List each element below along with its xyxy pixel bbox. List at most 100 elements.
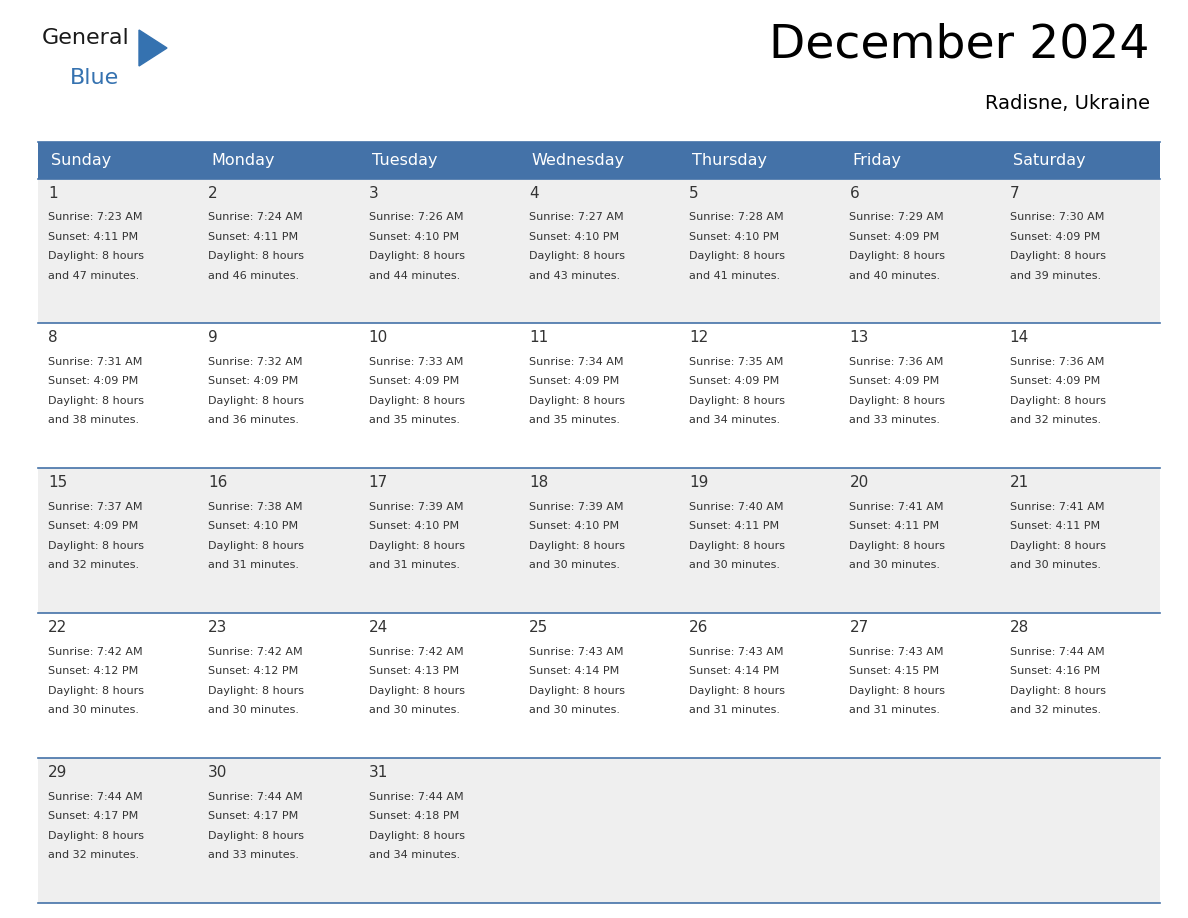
- Text: 11: 11: [529, 330, 548, 345]
- Text: Thursday: Thursday: [693, 152, 767, 168]
- Text: Daylight: 8 hours: Daylight: 8 hours: [529, 686, 625, 696]
- Text: Sunrise: 7:29 AM: Sunrise: 7:29 AM: [849, 212, 944, 222]
- Text: 27: 27: [849, 621, 868, 635]
- Text: and 31 minutes.: and 31 minutes.: [368, 560, 460, 570]
- Text: Sunrise: 7:37 AM: Sunrise: 7:37 AM: [48, 502, 143, 512]
- Text: Daylight: 8 hours: Daylight: 8 hours: [48, 831, 144, 841]
- Text: Sunrise: 7:23 AM: Sunrise: 7:23 AM: [48, 212, 143, 222]
- Text: Daylight: 8 hours: Daylight: 8 hours: [1010, 541, 1106, 551]
- Text: and 30 minutes.: and 30 minutes.: [529, 705, 620, 715]
- Bar: [680, 142, 840, 178]
- Text: Sunrise: 7:30 AM: Sunrise: 7:30 AM: [1010, 212, 1104, 222]
- Text: Daylight: 8 hours: Daylight: 8 hours: [368, 541, 465, 551]
- Text: Sunset: 4:14 PM: Sunset: 4:14 PM: [689, 666, 779, 677]
- Bar: [1000, 142, 1159, 178]
- Bar: [198, 142, 359, 178]
- Bar: [359, 142, 519, 178]
- Bar: [38, 178, 1159, 323]
- Text: and 31 minutes.: and 31 minutes.: [849, 705, 941, 715]
- Text: Daylight: 8 hours: Daylight: 8 hours: [689, 251, 785, 261]
- Text: 7: 7: [1010, 185, 1019, 200]
- Text: Daylight: 8 hours: Daylight: 8 hours: [368, 831, 465, 841]
- Bar: [38, 613, 1159, 758]
- Text: Sunset: 4:09 PM: Sunset: 4:09 PM: [849, 376, 940, 386]
- Text: 13: 13: [849, 330, 868, 345]
- Text: Blue: Blue: [70, 68, 119, 88]
- Text: 20: 20: [849, 476, 868, 490]
- Bar: [38, 468, 1159, 613]
- Text: Saturday: Saturday: [1012, 152, 1086, 168]
- Text: Daylight: 8 hours: Daylight: 8 hours: [529, 251, 625, 261]
- Text: and 30 minutes.: and 30 minutes.: [368, 705, 460, 715]
- Text: Sunrise: 7:42 AM: Sunrise: 7:42 AM: [368, 646, 463, 656]
- Text: Daylight: 8 hours: Daylight: 8 hours: [689, 396, 785, 406]
- Text: Sunrise: 7:28 AM: Sunrise: 7:28 AM: [689, 212, 784, 222]
- Text: and 35 minutes.: and 35 minutes.: [368, 416, 460, 425]
- Text: Sunrise: 7:36 AM: Sunrise: 7:36 AM: [849, 357, 943, 367]
- Bar: [38, 323, 1159, 468]
- Text: Sunset: 4:12 PM: Sunset: 4:12 PM: [208, 666, 298, 677]
- Text: Sunset: 4:09 PM: Sunset: 4:09 PM: [48, 521, 138, 532]
- Text: 22: 22: [48, 621, 68, 635]
- Text: Sunrise: 7:43 AM: Sunrise: 7:43 AM: [849, 646, 944, 656]
- Polygon shape: [139, 30, 168, 66]
- Text: 6: 6: [849, 185, 859, 200]
- Text: December 2024: December 2024: [770, 22, 1150, 67]
- Text: Sunrise: 7:43 AM: Sunrise: 7:43 AM: [689, 646, 784, 656]
- Text: and 34 minutes.: and 34 minutes.: [689, 416, 781, 425]
- Text: Sunrise: 7:44 AM: Sunrise: 7:44 AM: [48, 791, 143, 801]
- Text: and 33 minutes.: and 33 minutes.: [849, 416, 941, 425]
- Text: Daylight: 8 hours: Daylight: 8 hours: [368, 396, 465, 406]
- Text: Sunset: 4:09 PM: Sunset: 4:09 PM: [689, 376, 779, 386]
- Text: Sunset: 4:10 PM: Sunset: 4:10 PM: [529, 231, 619, 241]
- Text: Sunset: 4:18 PM: Sunset: 4:18 PM: [368, 812, 459, 821]
- Text: Sunset: 4:10 PM: Sunset: 4:10 PM: [368, 521, 459, 532]
- Text: Sunrise: 7:33 AM: Sunrise: 7:33 AM: [368, 357, 463, 367]
- Text: Friday: Friday: [853, 152, 902, 168]
- Text: Tuesday: Tuesday: [372, 152, 437, 168]
- Text: 31: 31: [368, 765, 388, 780]
- Text: Sunrise: 7:31 AM: Sunrise: 7:31 AM: [48, 357, 143, 367]
- Text: Daylight: 8 hours: Daylight: 8 hours: [208, 541, 304, 551]
- Text: and 31 minutes.: and 31 minutes.: [208, 560, 299, 570]
- Text: and 32 minutes.: and 32 minutes.: [1010, 416, 1101, 425]
- Text: Sunset: 4:15 PM: Sunset: 4:15 PM: [849, 666, 940, 677]
- Text: General: General: [42, 28, 129, 48]
- Text: Daylight: 8 hours: Daylight: 8 hours: [849, 396, 946, 406]
- Text: 2: 2: [208, 185, 217, 200]
- Text: 25: 25: [529, 621, 548, 635]
- Text: Sunset: 4:16 PM: Sunset: 4:16 PM: [1010, 666, 1100, 677]
- Text: Daylight: 8 hours: Daylight: 8 hours: [48, 396, 144, 406]
- Text: and 30 minutes.: and 30 minutes.: [208, 705, 299, 715]
- Text: Sunrise: 7:39 AM: Sunrise: 7:39 AM: [368, 502, 463, 512]
- Text: Daylight: 8 hours: Daylight: 8 hours: [529, 541, 625, 551]
- Text: Sunrise: 7:44 AM: Sunrise: 7:44 AM: [368, 791, 463, 801]
- Text: Sunset: 4:09 PM: Sunset: 4:09 PM: [48, 376, 138, 386]
- Text: Daylight: 8 hours: Daylight: 8 hours: [48, 686, 144, 696]
- Text: and 39 minutes.: and 39 minutes.: [1010, 271, 1101, 281]
- Text: 14: 14: [1010, 330, 1029, 345]
- Text: Sunset: 4:11 PM: Sunset: 4:11 PM: [849, 521, 940, 532]
- Text: Sunset: 4:17 PM: Sunset: 4:17 PM: [208, 812, 298, 821]
- Text: and 44 minutes.: and 44 minutes.: [368, 271, 460, 281]
- Text: Sunrise: 7:42 AM: Sunrise: 7:42 AM: [48, 646, 143, 656]
- Text: and 30 minutes.: and 30 minutes.: [529, 560, 620, 570]
- Text: Sunset: 4:09 PM: Sunset: 4:09 PM: [849, 231, 940, 241]
- Text: 19: 19: [689, 476, 708, 490]
- Text: Sunset: 4:10 PM: Sunset: 4:10 PM: [529, 521, 619, 532]
- Text: Sunday: Sunday: [51, 152, 112, 168]
- Text: 12: 12: [689, 330, 708, 345]
- Text: 26: 26: [689, 621, 708, 635]
- Bar: [38, 142, 198, 178]
- Text: Sunset: 4:09 PM: Sunset: 4:09 PM: [529, 376, 619, 386]
- Text: Sunset: 4:10 PM: Sunset: 4:10 PM: [208, 521, 298, 532]
- Text: and 31 minutes.: and 31 minutes.: [689, 705, 781, 715]
- Text: and 33 minutes.: and 33 minutes.: [208, 850, 299, 860]
- Text: Daylight: 8 hours: Daylight: 8 hours: [1010, 251, 1106, 261]
- Text: Sunrise: 7:24 AM: Sunrise: 7:24 AM: [208, 212, 303, 222]
- Text: 15: 15: [48, 476, 68, 490]
- Text: and 36 minutes.: and 36 minutes.: [208, 416, 299, 425]
- Text: Sunset: 4:09 PM: Sunset: 4:09 PM: [1010, 231, 1100, 241]
- Text: Sunset: 4:09 PM: Sunset: 4:09 PM: [368, 376, 459, 386]
- Text: and 47 minutes.: and 47 minutes.: [48, 271, 139, 281]
